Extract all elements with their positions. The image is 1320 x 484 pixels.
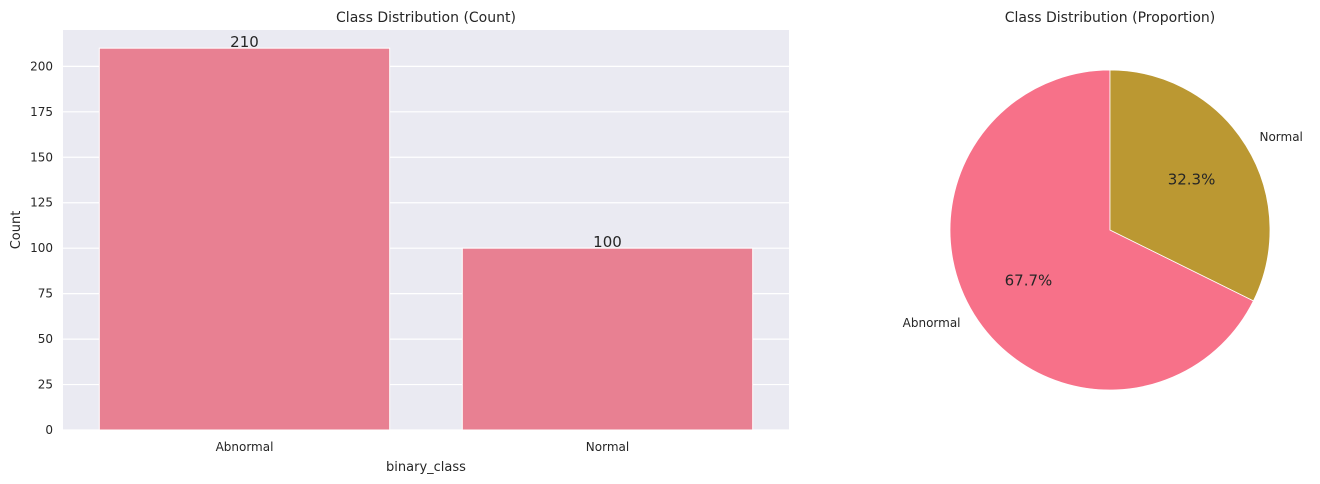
pie-category-label: Normal	[1259, 130, 1302, 144]
pie-percent-label: 32.3%	[1168, 170, 1216, 188]
bar-y-axis-title: Count	[9, 211, 24, 250]
bar-chart-title: Class Distribution (Count)	[336, 10, 516, 26]
bar-chart: Class Distribution (Count) 0 25 50 75 100 125…	[9, 10, 789, 475]
bar-y-tick-label: 50	[38, 332, 53, 346]
bar-y-ticks: 0 25 50 75 100 125 150 175 200	[30, 59, 53, 437]
bar-abnormal	[98, 47, 391, 431]
bar-y-tick-label: 175	[30, 105, 53, 119]
pie-chart: Class Distribution (Proportion) Abnormal…	[903, 10, 1303, 391]
pie-slice-abnormal	[949, 69, 1254, 391]
pie-slices	[949, 69, 1271, 391]
pie-category-label: Abnormal	[903, 316, 961, 330]
pie-labels: Abnormal 67.7% Normal 32.3%	[903, 130, 1303, 330]
pie-slice-normal	[1109, 69, 1271, 302]
pie-chart-title: Class Distribution (Proportion)	[1005, 10, 1216, 26]
pie-percent-label: 67.7%	[1005, 272, 1053, 290]
bar-y-tick-label: 75	[38, 287, 53, 301]
bar-x-ticks: Abnormal Normal	[216, 440, 630, 454]
bar-value-label: 100	[593, 233, 622, 251]
bar-normal	[461, 247, 754, 431]
bars: 210 100	[98, 33, 754, 431]
bar-y-tick-label: 125	[30, 196, 53, 210]
bar-y-tick-label: 200	[30, 59, 53, 73]
bar-y-tick-label: 150	[30, 150, 53, 164]
bar-y-tick-label: 100	[30, 241, 53, 255]
bar-value-label: 210	[230, 33, 259, 51]
bar-x-tick-label: Abnormal	[216, 440, 274, 454]
bar-y-tick-label: 0	[45, 423, 53, 437]
bar-x-axis-title: binary_class	[386, 460, 466, 475]
bar-y-tick-label: 25	[38, 378, 53, 392]
bar-x-tick-label: Normal	[586, 440, 629, 454]
